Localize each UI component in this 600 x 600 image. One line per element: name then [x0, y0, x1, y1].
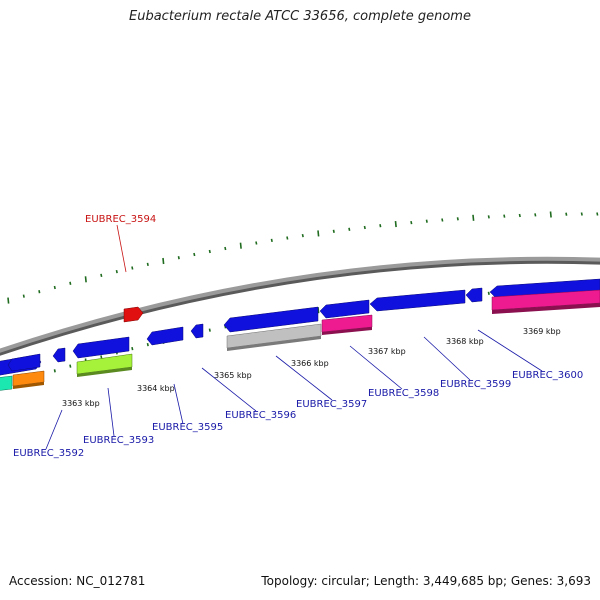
scale-tick: [580, 212, 583, 216]
scale-tick: [503, 214, 506, 218]
gene-feature-red[interactable]: [123, 306, 144, 323]
gene-label-eubrec-3592[interactable]: EUBREC_3592: [13, 448, 84, 459]
label-leader-line: [275, 355, 333, 401]
scale-label: 3368 kbp: [446, 337, 484, 346]
scale-tick: [317, 230, 320, 237]
gene-feature-teal[interactable]: [0, 375, 13, 391]
scale-label: 3363 kbp: [62, 399, 100, 408]
map-title: Eubacterium rectale ATCC 33656, complete…: [129, 9, 471, 24]
gene-feature-blue[interactable]: [319, 299, 370, 319]
scale-tick: [255, 241, 258, 245]
scale-tick: [69, 364, 72, 368]
scale-tick: [472, 214, 475, 221]
scale-tick: [286, 236, 289, 240]
scale-tick: [38, 290, 41, 294]
label-leader-line: [201, 367, 257, 412]
scale-tick: [100, 273, 103, 278]
scale-tick: [379, 224, 382, 228]
scale-label: 3365 kbp: [214, 371, 252, 380]
scale-tick: [69, 281, 72, 285]
gene-feature-gray-shadow: [227, 336, 321, 351]
scale-tick: [100, 355, 103, 359]
label-leader-line: [45, 409, 63, 450]
label-leader-line: [116, 224, 127, 273]
accession-text: Accession: NC_012781: [9, 574, 146, 588]
label-leader-line: [107, 387, 115, 437]
gene-labels: EUBREC_3592 EUBREC_3593 EUBREC_3594 EUBR…: [13, 214, 583, 459]
gene-label-eubrec-3597[interactable]: EUBREC_3597: [296, 399, 367, 410]
gene-feature-blue[interactable]: [369, 289, 466, 312]
gene-label-eubrec-3598[interactable]: EUBREC_3598: [368, 388, 439, 399]
scale-tick: [410, 220, 413, 225]
scale-tick: [596, 212, 599, 216]
scale-tick: [425, 219, 428, 223]
gene-feature-blue[interactable]: [190, 323, 204, 339]
gene-label-eubrec-3600[interactable]: EUBREC_3600: [512, 370, 583, 381]
gene-feature-magenta-shadow: [492, 303, 600, 314]
scale-tick: [208, 249, 211, 254]
scale-tick: [7, 297, 10, 304]
outer-scale-ticks: [7, 211, 599, 304]
scale-tick: [162, 257, 165, 265]
scale-labels: 3363 kbp 3364 kbp 3365 kbp 3366 kbp 3367…: [62, 327, 561, 408]
scale-tick: [441, 218, 444, 222]
scale-tick: [456, 217, 459, 221]
gene-label-eubrec-3593[interactable]: EUBREC_3593: [83, 435, 154, 446]
scale-label: 3369 kbp: [523, 327, 561, 336]
gene-feature-blue[interactable]: [223, 306, 319, 333]
scale-tick: [177, 256, 180, 260]
label-leader-line: [349, 345, 403, 390]
scale-tick: [270, 238, 273, 243]
gene-feature-blue[interactable]: [465, 287, 483, 303]
gene-label-eubrec-3594[interactable]: EUBREC_3594: [85, 214, 156, 225]
topology-info: Topology: circular; Length: 3,449,685 bp…: [261, 574, 591, 588]
scale-tick: [131, 266, 134, 270]
gene-label-eubrec-3595[interactable]: EUBREC_3595: [152, 422, 223, 433]
label-leader-line: [423, 336, 471, 381]
scale-tick: [348, 227, 351, 231]
gene-feature-blue[interactable]: [7, 353, 41, 372]
label-leader-lines: [45, 224, 543, 450]
scale-tick: [146, 342, 149, 347]
scale-tick: [565, 212, 568, 216]
scale-tick: [224, 246, 227, 251]
gene-feature-magenta-shadow: [322, 327, 372, 335]
gene-feature-blue[interactable]: [52, 347, 66, 363]
scale-tick: [53, 285, 56, 290]
gene-features: [0, 278, 600, 391]
scale-tick: [394, 221, 397, 228]
scale-tick: [239, 242, 242, 249]
scale-tick: [53, 369, 56, 373]
scale-label: 3364 kbp: [137, 384, 175, 393]
scale-tick: [84, 276, 87, 283]
gene-feature-orange-shadow: [13, 382, 44, 389]
scale-tick: [115, 269, 118, 274]
scale-tick: [332, 229, 335, 233]
label-leader-line: [477, 329, 543, 372]
scale-tick: [487, 291, 490, 295]
scale-tick: [193, 252, 196, 257]
genome-backbone: [0, 256, 600, 353]
label-leader-line: [173, 383, 184, 425]
gene-feature-magenta[interactable]: [491, 289, 600, 311]
gene-label-eubrec-3599[interactable]: EUBREC_3599: [440, 379, 511, 390]
gene-feature-blue[interactable]: [72, 336, 130, 359]
scale-tick: [208, 328, 211, 332]
scale-tick: [146, 262, 149, 267]
gene-feature-lime-shadow: [77, 367, 132, 377]
scale-tick: [22, 294, 25, 298]
scale-label: 3367 kbp: [368, 347, 406, 356]
gene-feature-blue[interactable]: [146, 326, 184, 346]
scale-tick: [131, 346, 134, 351]
scale-label: 3366 kbp: [291, 359, 329, 368]
scale-tick: [549, 211, 552, 218]
gene-label-eubrec-3596[interactable]: EUBREC_3596: [225, 410, 296, 421]
scale-tick: [301, 233, 304, 238]
scale-tick: [534, 213, 537, 217]
scale-tick: [518, 213, 521, 218]
scale-tick: [363, 225, 366, 230]
scale-tick: [487, 215, 490, 219]
